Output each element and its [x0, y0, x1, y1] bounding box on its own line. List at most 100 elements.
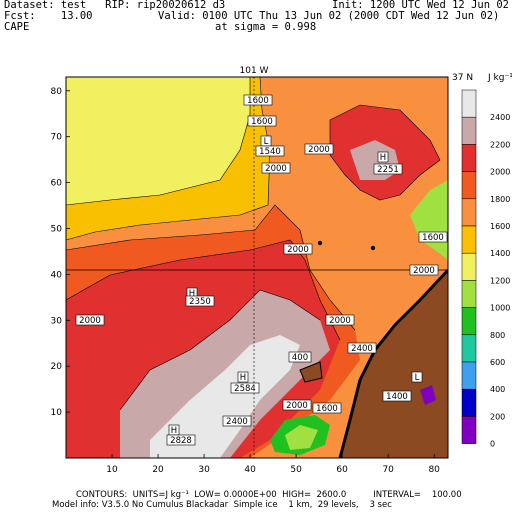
color-legend: 2400220020001800160014001200100080060040… — [461, 89, 510, 449]
legend-swatch — [461, 280, 477, 308]
contour-label-box — [377, 151, 389, 163]
contour-label-text: H — [380, 153, 386, 163]
contour-label-box — [166, 434, 196, 446]
terrain-patch — [299, 361, 323, 383]
legend-value: 2200 — [490, 140, 510, 149]
contour-label: 2000 — [282, 399, 312, 411]
x-tick-label: 10 — [106, 465, 118, 475]
legend-value: 200 — [490, 412, 505, 421]
contour-label-text: 1540 — [259, 147, 281, 157]
contour-label: H — [377, 151, 389, 163]
legend-swatch — [461, 361, 477, 390]
legend-value: 1800 — [490, 195, 510, 204]
contour-label-text: L — [264, 137, 269, 147]
contour-label-box — [325, 314, 355, 326]
contour-info-line: CONTOURS: UNITS=J kg⁻¹ LOW= 0.0000E+00 H… — [76, 490, 462, 500]
legend-value: 1400 — [490, 249, 510, 258]
x-tick-label: 50 — [290, 465, 302, 475]
contour-label-text: 1600 — [316, 404, 338, 414]
contour-label: 400 — [288, 351, 312, 363]
contour-label-text: H — [171, 426, 177, 436]
station-marker — [370, 245, 376, 251]
contour-line — [329, 104, 441, 201]
contour-label-text: 2000 — [287, 245, 309, 255]
model-info-line: Model info: V3.5.0 No Cumulus Blackadar … — [52, 500, 392, 510]
contour-label: 2000 — [409, 264, 439, 276]
contour-label-text: 1600 — [422, 233, 444, 243]
contour-label: 2828 — [166, 434, 196, 446]
contour-label-text: 2000 — [329, 316, 351, 326]
contour-label-text: 2000 — [265, 164, 287, 174]
contour-label-box — [288, 351, 312, 363]
terrain-mask — [340, 270, 448, 458]
station-marker — [317, 240, 323, 246]
contour-label: 1600 — [418, 231, 448, 243]
contour-label-text: L — [415, 373, 420, 383]
right-latitude-label: 37 N — [452, 73, 473, 83]
contour-label: H — [237, 371, 249, 383]
contour-label: 1600 — [243, 94, 273, 106]
contour-line — [66, 239, 341, 341]
legend-swatch — [461, 307, 477, 336]
legend-value: 2400 — [490, 113, 510, 122]
legend-swatch — [461, 334, 477, 363]
contour-label: 2400 — [222, 415, 252, 427]
contour-label-text: 2400 — [351, 344, 373, 354]
contour-label-box — [312, 402, 342, 414]
forecast-hour-label: Fcst: 13.00 — [4, 10, 93, 22]
y-axis: 10 20 30 40 50 60 70 80 — [51, 87, 70, 418]
contour-label-box — [283, 243, 313, 255]
contour-label-box — [247, 115, 277, 127]
map-frame — [65, 76, 449, 459]
contour-label: L — [260, 135, 272, 147]
contour-label-box — [222, 415, 252, 427]
contour-label-text: 1400 — [386, 392, 408, 402]
contour-label-text: 2584 — [234, 384, 256, 394]
contour-label: 2000 — [261, 162, 291, 174]
sigma-level-label: at sigma = 0.998 — [215, 21, 317, 33]
contour-label: L — [411, 371, 423, 383]
contour-label: 1600 — [312, 402, 342, 414]
legend-value: 600 — [490, 358, 505, 367]
contour-label-box — [75, 314, 105, 326]
contour-label-text: H — [240, 373, 246, 383]
legend-value: 2000 — [490, 168, 510, 177]
contour-label-box — [411, 371, 423, 383]
y-tick-label: 80 — [51, 87, 63, 97]
contour-label-box — [185, 295, 215, 307]
contour-label-box — [282, 399, 312, 411]
contour-label-box — [243, 94, 273, 106]
legend-swatch — [461, 144, 477, 172]
contour-label-text: 2251 — [377, 165, 399, 175]
contour-label-box — [304, 143, 334, 155]
region-1000 — [285, 425, 318, 450]
contour-line — [119, 289, 321, 411]
x-tick-label: 70 — [382, 465, 394, 475]
legend-swatch — [461, 388, 477, 417]
y-tick-label: 70 — [51, 133, 63, 143]
legend-value: 1200 — [490, 276, 510, 285]
contour-label: 2000 — [304, 143, 334, 155]
contour-label-box — [418, 231, 448, 243]
contour-label-text: 2000 — [308, 145, 330, 155]
legend-unit-label: J kg⁻¹ — [487, 73, 512, 83]
legend-swatch — [461, 89, 477, 118]
contour-label: 1540 — [255, 145, 285, 157]
x-tick-label: 20 — [152, 465, 164, 475]
contour-label-text: 2000 — [286, 401, 308, 411]
contour-label-box — [347, 342, 377, 354]
legend-swatch — [461, 171, 477, 200]
dataset-label: Dataset: test RIP: rip20020612 d3 — [4, 0, 226, 11]
contour-label-text: 1600 — [247, 96, 269, 106]
legend-value: 0 — [490, 440, 495, 449]
contour-label-box — [255, 145, 285, 157]
contour-label-box — [237, 371, 249, 383]
field-name-label: CAPE — [4, 21, 30, 33]
contour-label: 2400 — [347, 342, 377, 354]
contour-label: 2000 — [325, 314, 355, 326]
contour-label-text: 2000 — [413, 266, 435, 276]
contour-label: 2350 — [185, 295, 215, 307]
